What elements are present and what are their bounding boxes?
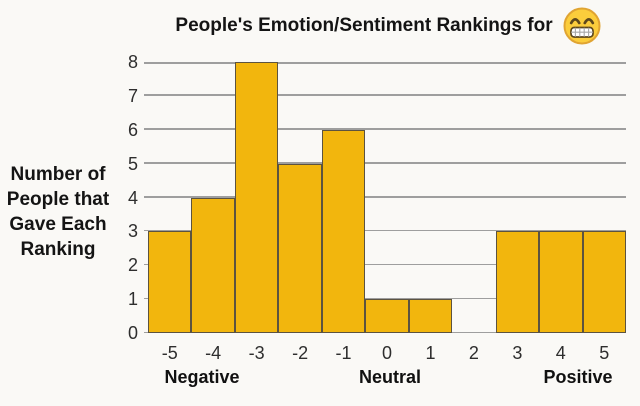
y-axis-title-line: People that bbox=[6, 189, 110, 210]
x-tick-label: 4 bbox=[555, 343, 566, 363]
y-axis-title-line: Gave Each bbox=[9, 214, 107, 235]
x-tick-label: 5 bbox=[599, 343, 610, 363]
bar--1 bbox=[321, 129, 366, 333]
bar-5 bbox=[582, 231, 626, 333]
bar-4 bbox=[539, 231, 583, 333]
y-axis-title: Number of People that Gave Each Ranking bbox=[2, 162, 114, 262]
chart-title: People's Emotion/Sentiment Rankings for bbox=[175, 15, 553, 36]
chart-title-row: People's Emotion/Sentiment Rankings for bbox=[136, 5, 640, 47]
x-tick-label: -3 bbox=[248, 343, 265, 363]
x-group-label-neutral: Neutral bbox=[358, 367, 422, 387]
y-tick-label: 3 bbox=[127, 221, 138, 242]
x-tick-label: -4 bbox=[205, 343, 222, 363]
x-tick-label: 3 bbox=[512, 343, 523, 363]
gridline bbox=[144, 62, 626, 64]
bar-3 bbox=[495, 231, 540, 333]
y-axis-title-line: Ranking bbox=[20, 239, 96, 260]
y-tick-label: 1 bbox=[127, 289, 138, 310]
gridline bbox=[144, 196, 626, 198]
plot-area bbox=[144, 62, 626, 333]
bar--5 bbox=[148, 231, 192, 333]
gridline bbox=[144, 297, 626, 300]
x-tick-label: -2 bbox=[292, 343, 309, 363]
y-axis-title-line: Number of bbox=[10, 164, 106, 185]
y-tick-label: 2 bbox=[127, 255, 138, 276]
bar--2 bbox=[278, 163, 322, 333]
x-group-label-positive: Positive bbox=[543, 367, 613, 387]
bar--3 bbox=[234, 62, 279, 333]
y-tick-label: 0 bbox=[127, 323, 138, 343]
gridline bbox=[144, 263, 626, 266]
gridline bbox=[144, 162, 626, 164]
y-tick-label: 8 bbox=[127, 52, 138, 72]
gridline bbox=[144, 128, 626, 130]
x-tick-label: -1 bbox=[335, 343, 352, 363]
y-tick-label: 7 bbox=[127, 85, 138, 106]
x-tick-label: 0 bbox=[381, 343, 392, 363]
x-tick-label: 1 bbox=[425, 343, 436, 363]
beaming-face-emoji-icon bbox=[563, 7, 601, 45]
x-tick-label: 2 bbox=[468, 343, 479, 363]
bar--4 bbox=[191, 197, 235, 333]
y-tick-label: 5 bbox=[127, 153, 138, 174]
y-tick-label: 4 bbox=[127, 187, 138, 208]
gridline bbox=[144, 229, 626, 232]
x-tick-label: -5 bbox=[161, 343, 178, 363]
y-tick-label: 6 bbox=[127, 119, 138, 140]
bar-1 bbox=[408, 299, 453, 333]
gridline bbox=[144, 94, 626, 96]
bar-0 bbox=[365, 299, 409, 333]
x-group-label-negative: Negative bbox=[164, 367, 240, 387]
